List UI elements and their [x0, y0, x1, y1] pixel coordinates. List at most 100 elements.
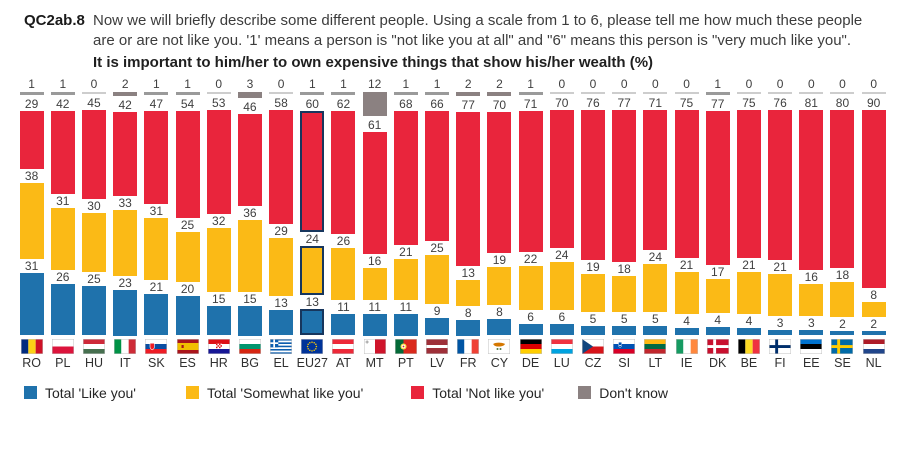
notlike-value: 77: [617, 95, 631, 110]
notlike-value: 60: [305, 96, 319, 111]
country-column-pl: 1 42 31 26 PL: [47, 77, 78, 372]
notlike-bar: [19, 110, 44, 169]
flag-fr-icon: [457, 338, 480, 354]
dontknow-bar: [612, 91, 637, 94]
like-value: 26: [56, 269, 70, 284]
somewhat-bar: [300, 246, 325, 296]
legend-label: Total 'Like you': [45, 384, 136, 401]
notlike-value: 76: [773, 95, 787, 110]
flag-eu27-icon: [301, 338, 324, 354]
somewhat-bar: [362, 267, 387, 300]
somewhat-value: 18: [617, 262, 631, 276]
flag-el-icon: [270, 338, 293, 354]
like-bar: [237, 305, 262, 336]
notlike-value: 81: [804, 95, 818, 110]
question-code: QC2ab.8: [24, 12, 85, 29]
notlike-value: 45: [87, 95, 101, 110]
flag-ie-icon: [675, 338, 698, 354]
dontknow-value: 1: [714, 76, 722, 91]
somewhat-bar: [81, 212, 106, 272]
notlike-value: 70: [555, 95, 569, 110]
notlike-bar: [612, 109, 637, 262]
notlike-bar: [237, 113, 262, 206]
flag-it-icon: [114, 338, 137, 354]
dontknow-bar: [768, 91, 793, 94]
dontknow-value: 1: [153, 76, 160, 91]
dontknow-bar: [643, 91, 668, 94]
legend-item-2: Total 'Somewhat like you': [185, 385, 363, 401]
notlike-bar: [393, 110, 418, 245]
somewhat-bar: [768, 274, 793, 316]
like-bar: [612, 325, 637, 336]
country-column-se: 0 80 18 2 SE: [827, 77, 858, 372]
somewhat-value: 19: [586, 260, 600, 274]
like-value: 15: [212, 291, 226, 306]
flag-lu-icon: [550, 338, 573, 354]
notlike-bar: [518, 110, 543, 252]
notlike-value: 62: [336, 96, 351, 111]
flag-sk-icon: [145, 338, 168, 354]
stacked-bar-chart: 1 29 38 31 RO 1 42 31 26 PL 0 45 30 25 HU 2 42 33 23 IT 1 47 3…: [16, 76, 900, 372]
dontknow-value: 0: [652, 76, 659, 91]
dontknow-bar: [175, 91, 200, 95]
somewhat-bar: [580, 274, 605, 312]
like-value: 25: [87, 271, 101, 286]
notlike-bar: [456, 111, 481, 266]
country-column-hr: 0 53 32 15 HR: [203, 76, 234, 372]
dontknow-value: 0: [683, 76, 690, 91]
notlike-value: 47: [149, 96, 164, 111]
dontknow-bar: [269, 91, 294, 94]
dontknow-value: 1: [28, 76, 35, 91]
flag-se-icon: [831, 338, 854, 354]
somewhat-bar: [113, 209, 138, 276]
dontknow-value: 1: [402, 76, 410, 91]
legend-swatch: [411, 386, 425, 399]
notlike-bar: [674, 109, 699, 258]
somewhat-bar: [549, 262, 574, 310]
dontknow-bar: [393, 91, 418, 95]
like-value: 5: [620, 311, 628, 326]
somewhat-bar: [487, 266, 512, 306]
flag-mt-icon: [363, 338, 386, 354]
dontknow-bar: [300, 91, 325, 95]
flag-de-icon: [519, 338, 542, 354]
dontknow-value: 0: [277, 76, 285, 91]
like-bar: [456, 319, 481, 336]
dontknow-bar: [549, 91, 574, 94]
notlike-bar: [799, 109, 824, 270]
country-column-pt: 1 68 21 11 PT: [390, 76, 421, 372]
legend-item-1: Total 'Like you': [24, 385, 136, 401]
notlike-value: 76: [586, 95, 600, 110]
somewhat-value: 30: [87, 198, 101, 213]
dontknow-value: 0: [215, 76, 223, 91]
country-column-be: 0 75 21 4 BE: [733, 76, 764, 372]
dontknow-value: 0: [558, 76, 566, 91]
notlike-bar: [175, 110, 200, 218]
dontknow-bar: [518, 91, 543, 95]
dontknow-value: 0: [745, 76, 753, 91]
notlike-value: 42: [118, 97, 132, 112]
flag-lt-icon: [644, 338, 667, 354]
somewhat-value: 17: [711, 265, 725, 280]
like-value: 23: [118, 275, 132, 290]
notlike-bar: [768, 109, 793, 260]
question-text-block: Now we will briefly describe some differ…: [93, 11, 885, 73]
country-label: IT: [119, 355, 131, 370]
country-label: PL: [55, 355, 71, 370]
country-label: NL: [865, 355, 882, 370]
notlike-bar: [830, 109, 855, 268]
country-column-ee: 0 81 16 3 EE: [796, 77, 827, 372]
notlike-value: 71: [648, 95, 663, 110]
notlike-bar: [362, 131, 387, 254]
country-column-mt: 12 61 16 11 MT: [359, 77, 390, 372]
notlike-value: 58: [274, 95, 288, 110]
like-bar: [81, 285, 106, 336]
legend-label: Don't know: [599, 384, 669, 401]
dontknow-bar: [50, 91, 75, 95]
notlike-bar: [269, 109, 294, 225]
like-value: 2: [839, 317, 846, 332]
notlike-value: 66: [430, 96, 444, 111]
notlike-bar: [113, 111, 138, 196]
like-bar: [19, 273, 44, 336]
dontknow-bar: [113, 91, 138, 96]
